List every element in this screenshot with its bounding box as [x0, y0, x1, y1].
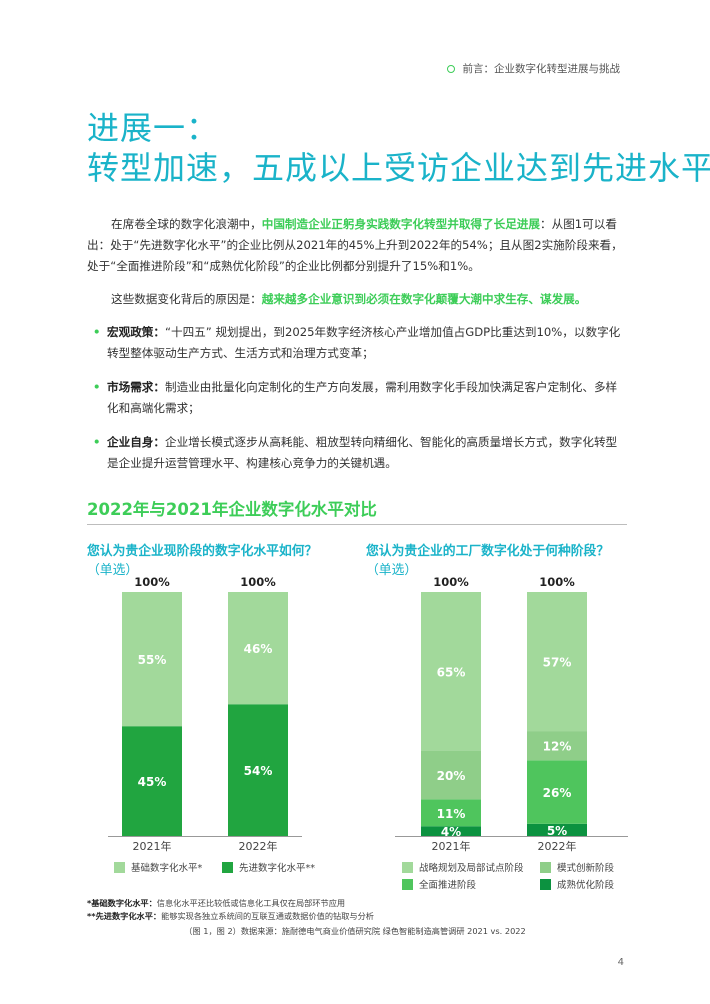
bar-segment: [228, 704, 288, 836]
category-label: 2021年: [133, 839, 172, 853]
data-source: （图 1，图 2）数据来源：施耐德电气商业价值研究院 绿色智能制造高管调研 20…: [184, 926, 526, 936]
bullet-text: 制造业由批量化向定制化的生产方向发展，需利用数字化手段加快满足客户定制化、多样化…: [107, 380, 618, 415]
footnote-basic: *基础数字化水平：信息化水平还比较低或信息化工具仅在局部环节应用: [87, 897, 345, 909]
bullet-enterprise-itself: • 企业自身：企业增长模式逐步从高耗能、粗放型转向精细化、智能化的高质量增长方式…: [93, 432, 627, 474]
data-label: 20%: [437, 769, 466, 783]
data-label: 12%: [543, 740, 572, 754]
legend-item-mature: 成熟优化阶段: [540, 877, 614, 891]
bullet-dot-icon: •: [93, 380, 101, 394]
breadcrumb: 前言：企业数字化转型进展与挑战: [446, 61, 621, 76]
bar-segment: [421, 799, 481, 827]
intro-text-before: 在席卷全球的数字化浪潮中，: [111, 217, 262, 231]
intro-paragraph: 在席卷全球的数字化浪潮中，中国制造企业正躬身实践数字化转型并取得了长足进展：从图…: [87, 214, 627, 277]
total-label: 100%: [433, 575, 469, 589]
page-number: 4: [617, 957, 624, 968]
legend-label: 全面推进阶段: [419, 880, 477, 891]
bullet-market-demand: • 市场需求：制造业由批量化向定制化的生产方向发展，需利用数字化手段加快满足客户…: [93, 377, 627, 419]
legend-swatch: [222, 861, 233, 873]
reason-paragraph: 这些数据变化背后的原因是：越来越多企业意识到必须在数字化颠覆大潮中求生存、谋发展…: [87, 289, 627, 310]
legend-swatch: [540, 861, 551, 873]
bar-segment: [421, 826, 481, 836]
intro-text-after: ：从图1可以看出：处于“先进数字化水平”的企业比例从2021年的45%上升到20…: [87, 217, 623, 273]
total-label: 100%: [240, 575, 276, 589]
reason-highlight: 越来越多企业意识到必须在数字化颠覆大潮中求生存、谋发展。: [261, 292, 587, 306]
data-label: 5%: [547, 824, 567, 838]
footnote-label: *基础数字化水平：: [87, 898, 157, 908]
data-label: 46%: [244, 642, 273, 656]
legend-item-innovation: 模式创新阶段: [540, 860, 614, 874]
legend-swatch: [114, 861, 125, 873]
data-label: 55%: [138, 653, 167, 667]
legend-item-advanced: 先进数字化水平**: [222, 860, 315, 874]
chart2-question-note: （单选）: [366, 563, 418, 578]
section-title: 2022年与2021年企业数字化水平对比: [87, 500, 377, 519]
legend-label: 成熟优化阶段: [557, 880, 615, 891]
bar-segment: [527, 731, 587, 761]
legend-label: 基础数字化水平*: [131, 863, 203, 874]
bar-segment: [527, 760, 587, 824]
intro-highlight: 中国制造企业正躬身实践数字化转型并取得了长足进展: [261, 217, 540, 231]
footnote-label: **先进数字化水平：: [87, 911, 162, 921]
data-label: 26%: [543, 786, 572, 800]
title-line-1: 进展一：: [87, 109, 220, 147]
bullet-label: 市场需求：: [107, 380, 165, 394]
data-label: 45%: [138, 775, 167, 789]
category-label: 2022年: [239, 839, 278, 853]
legend-swatch: [402, 861, 413, 873]
circle-bullet-icon: [446, 64, 455, 73]
data-label: 65%: [437, 665, 466, 679]
category-label: 2021年: [432, 839, 471, 853]
bar-segment: [122, 726, 182, 836]
total-label: 100%: [539, 575, 575, 589]
data-label: 57%: [543, 656, 572, 670]
bullet-macro-policy: • 宏观政策：“十四五” 规划提出，到2025年数字经济核心产业增加值占GDP比…: [93, 322, 627, 364]
bullet-dot-icon: •: [93, 435, 101, 449]
bar-segment: [421, 750, 481, 800]
page-title: 进展一： 转型加速，五成以上受访企业达到先进水平: [87, 108, 710, 188]
bullet-text: 企业增长模式逐步从高耗能、粗放型转向精细化、智能化的高质量增长方式，数字化转型是…: [107, 435, 618, 470]
legend-label: 先进数字化水平**: [239, 863, 316, 874]
breadcrumb-text: 前言：企业数字化转型进展与挑战: [462, 63, 621, 75]
bullet-label: 企业自身：: [107, 435, 165, 449]
data-label: 11%: [437, 807, 466, 821]
title-line-2: 转型加速，五成以上受访企业达到先进水平: [87, 149, 710, 187]
section-divider: [87, 524, 627, 525]
bullet-text: “十四五” 规划提出，到2025年数字经济核心产业增加值占GDP比重达到10%，…: [107, 325, 621, 360]
legend-label: 模式创新阶段: [557, 863, 615, 874]
footnote-text: 信息化水平还比较低或信息化工具仅在局部环节应用: [156, 898, 346, 908]
data-label: 4%: [441, 825, 461, 839]
footnote-advanced: **先进数字化水平：能够实现各独立系统间的互联互通或数据价值的钻取与分析: [87, 910, 374, 922]
chart1-question-note: （单选）: [87, 563, 139, 578]
bar-segment: [527, 823, 587, 836]
bullet-dot-icon: •: [93, 325, 101, 339]
footnote-text: 能够实现各独立系统间的互联互通或数据价值的钻取与分析: [161, 911, 374, 921]
bar-segment: [228, 592, 288, 705]
chart1-question: 您认为贵企业现阶段的数字化水平如何？: [87, 544, 318, 559]
bar-segment: [421, 592, 481, 751]
legend-label: 战略规划及局部试点阶段: [419, 863, 524, 874]
bullet-label: 宏观政策：: [107, 325, 165, 339]
legend-item-basic: 基础数字化水平*: [114, 860, 202, 874]
legend-item-strategy: 战略规划及局部试点阶段: [402, 860, 524, 874]
reason-text-before: 这些数据变化背后的原因是：: [111, 292, 262, 306]
legend-swatch: [540, 878, 551, 890]
chart2-question: 您认为贵企业的工厂数字化处于何种阶段？: [366, 544, 610, 559]
category-label: 2022年: [538, 839, 577, 853]
bar-segment: [122, 592, 182, 727]
data-label: 54%: [244, 764, 273, 778]
total-label: 100%: [134, 575, 170, 589]
legend-item-full-push: 全面推进阶段: [402, 877, 476, 891]
legend-swatch: [402, 878, 413, 890]
bar-segment: [527, 592, 587, 732]
